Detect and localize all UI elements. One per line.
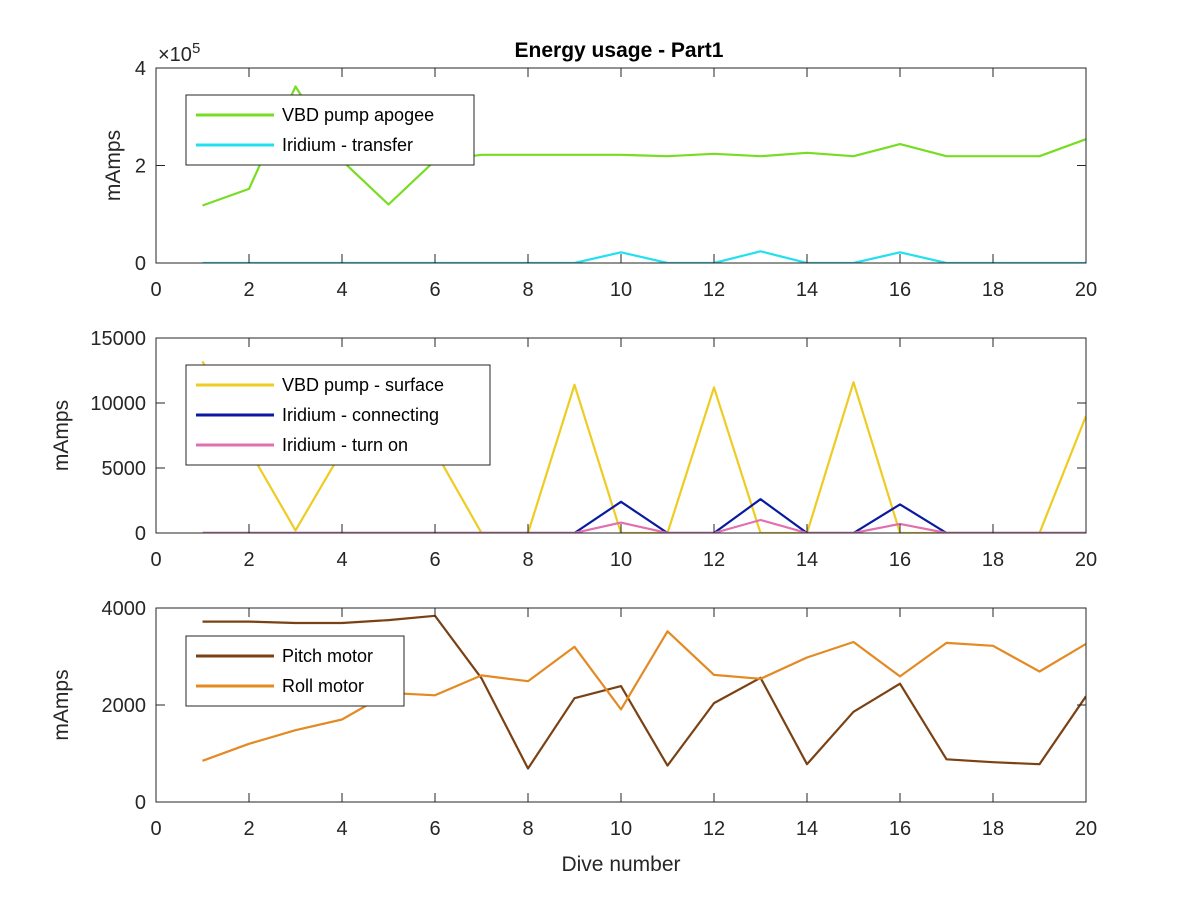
legend-label: VBD pump apogee [282,105,434,125]
x-tick-label: 8 [522,818,533,840]
series-line-roll-motor [202,630,1086,762]
series-line-iridium-turn-on [202,518,1086,533]
series-line-iridium-transfer [202,250,1086,263]
y-tick-label: 0 [135,523,146,545]
legend-label: Roll motor [282,676,364,696]
x-tick-label: 2 [243,818,254,840]
x-tick-label: 4 [336,279,347,301]
x-tick-label: 6 [429,549,440,571]
series-line-vbd-pump-apogee [202,85,1086,207]
x-tick-label: 8 [522,549,533,571]
x-tick-label: 6 [429,818,440,840]
x-tick-label: 16 [889,279,911,301]
x-tick-label: 0 [150,818,161,840]
x-tick-label: 10 [610,818,632,840]
x-tick-label: 12 [703,818,725,840]
y-tick-label: 10000 [90,393,146,415]
y-axis-label: mAmps [50,669,73,740]
x-tick-label: 10 [610,549,632,571]
y-exponent-power: 5 [192,40,200,57]
x-tick-label: 14 [796,549,818,571]
x-tick-label: 18 [982,549,1004,571]
x-tick-label: 20 [1075,279,1097,301]
x-tick-label: 12 [703,279,725,301]
legend: VBD pump - surface Iridium - connecting Ir… [185,364,491,466]
x-tick-label: 14 [796,818,818,840]
y-tick-label: 0 [135,253,146,275]
y-tick-label: 2000 [102,695,147,717]
subplot-1: 0 2 4 6 8 10 12 14 16 18 20 0 2 4 mAmps ×105 VBD pump ap… [102,40,1097,301]
x-tick-label: 6 [429,279,440,301]
legend-label: VBD pump - surface [282,375,444,395]
y-axis-label: mAmps [102,130,125,201]
legend-box [185,94,475,166]
y-tick-label: 15000 [90,328,146,350]
figure-title: Energy usage - Part1 [515,39,724,62]
legend: VBD pump apogee Iridium - transfer [185,94,475,166]
x-tick-label: 16 [889,818,911,840]
x-tick-label: 16 [889,549,911,571]
x-tick-label: 18 [982,279,1004,301]
series-line-iridium-connecting [202,498,1086,533]
legend-box [185,635,405,707]
x-tick-label: 0 [150,279,161,301]
x-tick-label: 8 [522,279,533,301]
x-axis-label: Dive number [561,853,680,876]
x-tick-label: 4 [336,549,347,571]
y-tick-label: 5000 [102,458,147,480]
x-tick-label: 18 [982,818,1004,840]
x-tick-label: 12 [703,549,725,571]
x-tick-label: 4 [336,818,347,840]
legend-label: Iridium - transfer [282,135,413,155]
x-tick-label: 2 [243,549,254,571]
x-tick-label: 10 [610,279,632,301]
subplot-2: 0 2 4 6 8 10 12 14 16 18 20 0 5000 10000 15000 mAmps VBD… [50,328,1097,571]
y-tick-label: 4 [135,58,146,80]
y-exponent-label: ×105 [158,40,200,66]
x-tick-label: 2 [243,279,254,301]
x-tick-label: 0 [150,549,161,571]
y-exponent-base: ×10 [158,44,192,66]
legend-label: Pitch motor [282,646,373,666]
x-tick-label: 14 [796,279,818,301]
y-tick-label: 0 [135,792,146,814]
legend-label: Iridium - connecting [282,405,439,425]
subplot-3: 0 2 4 6 8 10 12 14 16 18 20 0 2000 4000 mAmps Pitch mot… [50,598,1097,840]
legend-label: Iridium - turn on [282,435,408,455]
legend: Pitch motor Roll motor [185,635,405,707]
y-tick-label: 4000 [102,598,147,620]
x-tick-label: 20 [1075,549,1097,571]
x-tick-label: 20 [1075,818,1097,840]
y-axis-label: mAmps [50,400,73,471]
series-line-pitch-motor [202,614,1086,770]
y-tick-label: 2 [135,156,146,178]
